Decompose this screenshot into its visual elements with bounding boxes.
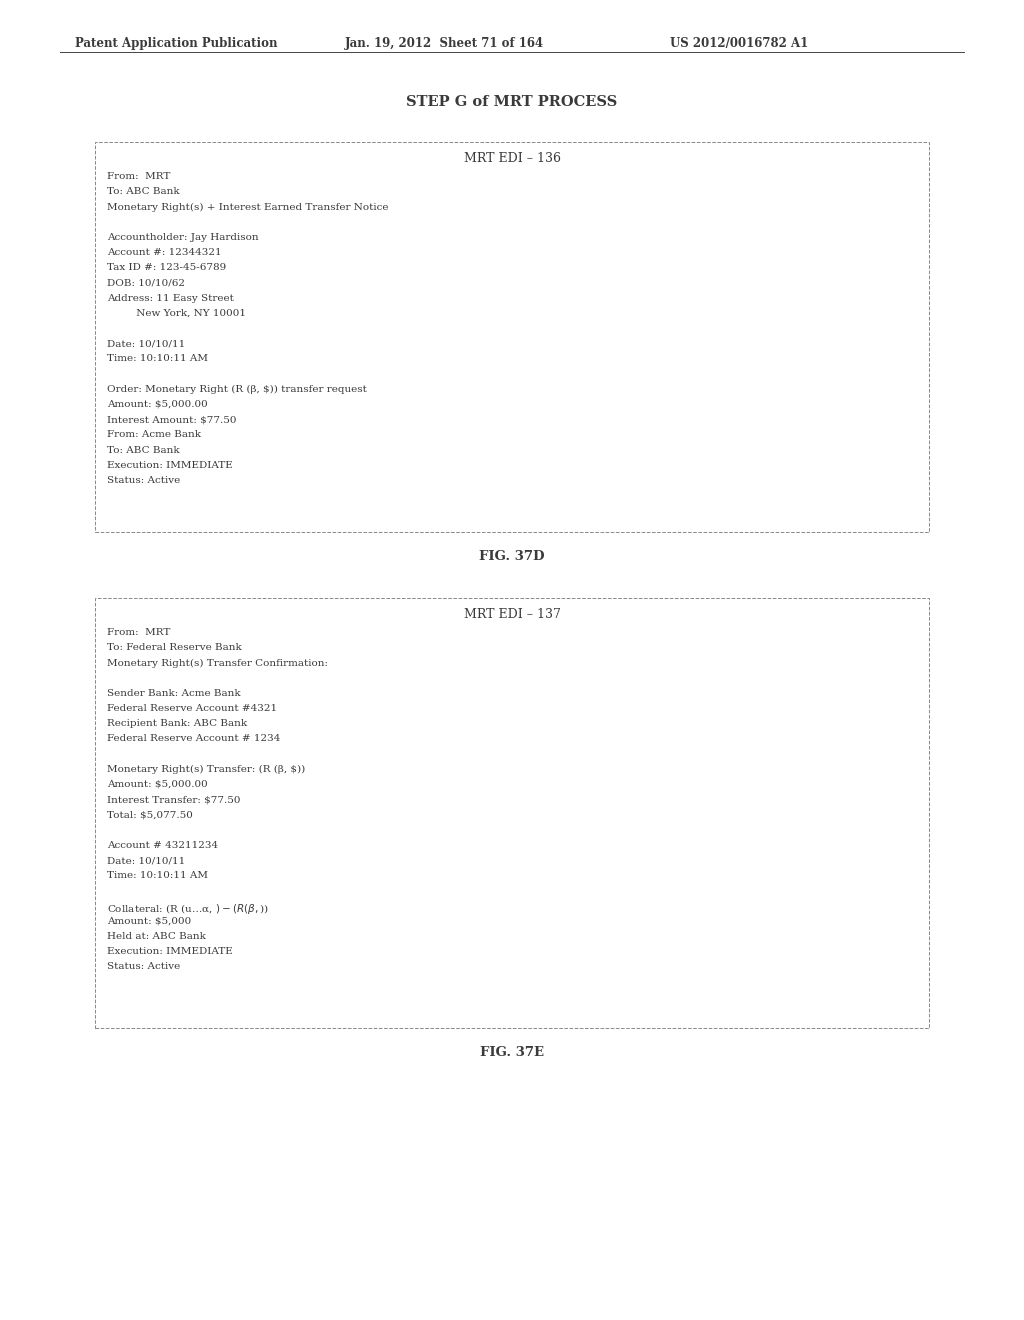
Text: Jan. 19, 2012  Sheet 71 of 164: Jan. 19, 2012 Sheet 71 of 164 (345, 37, 544, 50)
Text: US 2012/0016782 A1: US 2012/0016782 A1 (670, 37, 808, 50)
Text: Order: Monetary Right (R (β, $)) transfer request: Order: Monetary Right (R (β, $)) transfe… (106, 385, 367, 393)
Text: Amount: $5,000.00: Amount: $5,000.00 (106, 780, 208, 789)
Text: Patent Application Publication: Patent Application Publication (75, 37, 278, 50)
Text: Held at: ABC Bank: Held at: ABC Bank (106, 932, 206, 941)
Text: Federal Reserve Account # 1234: Federal Reserve Account # 1234 (106, 734, 281, 743)
Text: Tax ID #: 123-45-6789: Tax ID #: 123-45-6789 (106, 263, 226, 272)
Text: Date: 10/10/11: Date: 10/10/11 (106, 855, 185, 865)
FancyBboxPatch shape (95, 598, 929, 1028)
Text: Address: 11 Easy Street: Address: 11 Easy Street (106, 293, 233, 302)
Text: From: Acme Bank: From: Acme Bank (106, 430, 201, 440)
Text: Interest Amount: $77.50: Interest Amount: $77.50 (106, 416, 237, 424)
Text: Total: $5,077.50: Total: $5,077.50 (106, 810, 193, 820)
Text: Status: Active: Status: Active (106, 962, 180, 972)
Text: Time: 10:10:11 AM: Time: 10:10:11 AM (106, 354, 208, 363)
Text: To: ABC Bank: To: ABC Bank (106, 446, 179, 454)
Text: Recipient Bank: ABC Bank: Recipient Bank: ABC Bank (106, 719, 247, 729)
Text: Amount: $5,000.00: Amount: $5,000.00 (106, 400, 208, 409)
Text: FIG. 37E: FIG. 37E (480, 1045, 544, 1059)
Text: Collateral: (R (u…α, $) - (R (β, $)): Collateral: (R (u…α, $) - (R (β, $)) (106, 902, 269, 916)
Text: DOB: 10/10/62: DOB: 10/10/62 (106, 279, 185, 288)
Text: Time: 10:10:11 AM: Time: 10:10:11 AM (106, 871, 208, 880)
FancyBboxPatch shape (95, 143, 929, 532)
Text: Status: Active: Status: Active (106, 477, 180, 484)
Text: Execution: IMMEDIATE: Execution: IMMEDIATE (106, 461, 232, 470)
Text: Monetary Right(s) Transfer Confirmation:: Monetary Right(s) Transfer Confirmation: (106, 659, 328, 668)
Text: Accountholder: Jay Hardison: Accountholder: Jay Hardison (106, 232, 259, 242)
Text: Interest Transfer: $77.50: Interest Transfer: $77.50 (106, 795, 241, 804)
Text: Execution: IMMEDIATE: Execution: IMMEDIATE (106, 948, 232, 956)
Text: STEP G of MRT PROCESS: STEP G of MRT PROCESS (407, 95, 617, 110)
Text: MRT EDI – 137: MRT EDI – 137 (464, 609, 560, 620)
Text: MRT EDI – 136: MRT EDI – 136 (464, 152, 560, 165)
Text: New York, NY 10001: New York, NY 10001 (106, 309, 246, 318)
Text: Federal Reserve Account #4321: Federal Reserve Account #4321 (106, 704, 278, 713)
Text: To: ABC Bank: To: ABC Bank (106, 187, 179, 197)
Text: Account #: 12344321: Account #: 12344321 (106, 248, 221, 257)
Text: Account # 43211234: Account # 43211234 (106, 841, 218, 850)
Text: Monetary Right(s) + Interest Earned Transfer Notice: Monetary Right(s) + Interest Earned Tran… (106, 202, 388, 211)
Text: From:  MRT: From: MRT (106, 172, 170, 181)
Text: Sender Bank: Acme Bank: Sender Bank: Acme Bank (106, 689, 241, 698)
Text: Date: 10/10/11: Date: 10/10/11 (106, 339, 185, 348)
Text: Monetary Right(s) Transfer: (R (β, $)): Monetary Right(s) Transfer: (R (β, $)) (106, 764, 305, 774)
Text: To: Federal Reserve Bank: To: Federal Reserve Bank (106, 643, 242, 652)
Text: From:  MRT: From: MRT (106, 628, 170, 638)
Text: Amount: $5,000: Amount: $5,000 (106, 917, 191, 925)
Text: FIG. 37D: FIG. 37D (479, 550, 545, 564)
